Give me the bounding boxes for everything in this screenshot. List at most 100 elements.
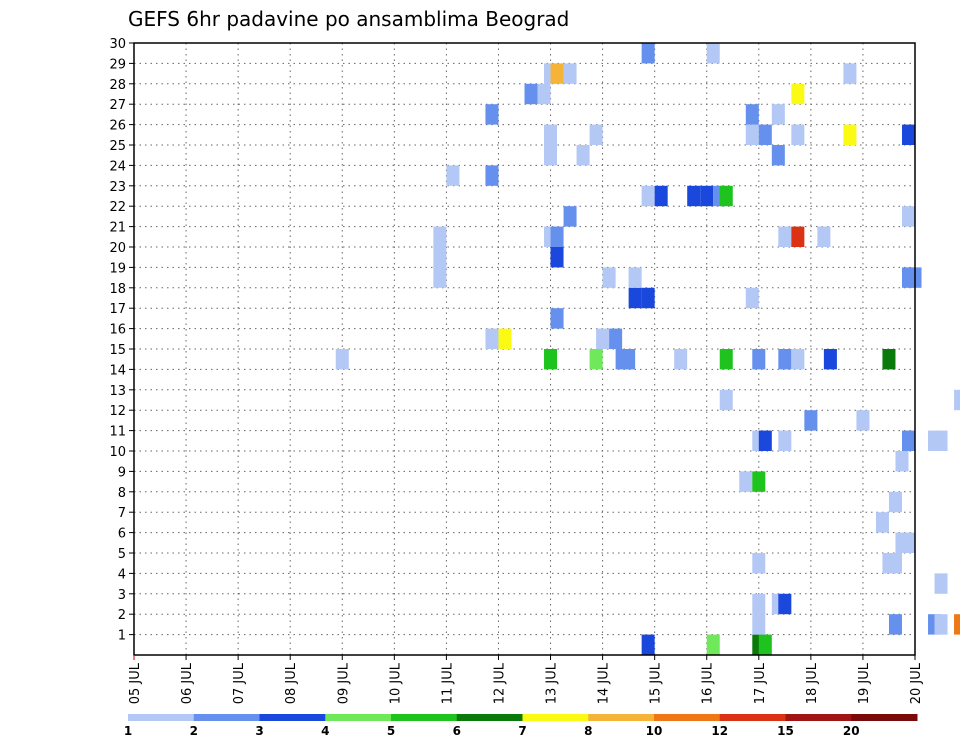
- y-tick-label: 2: [118, 608, 126, 623]
- x-tick-label: 14 JUL: [597, 662, 612, 704]
- data-cell: [778, 226, 792, 247]
- data-cell: [758, 124, 772, 145]
- y-tick-label: 26: [109, 119, 126, 134]
- data-cell: [706, 43, 720, 64]
- data-cell: [934, 430, 948, 451]
- data-cell: [745, 124, 759, 145]
- data-cell: [882, 349, 896, 370]
- y-axis: 1234567891011121314151617181920212223242…: [109, 37, 134, 644]
- data-cell: [674, 349, 688, 370]
- colorbar-label: 7: [518, 724, 526, 738]
- x-tick-label: 10 JUL: [388, 662, 403, 704]
- data-cell: [791, 349, 805, 370]
- data-cell: [641, 287, 655, 309]
- x-tick-label: 11 JUL: [440, 662, 455, 704]
- data-cell: [791, 226, 805, 247]
- colorbar-label: 6: [453, 724, 461, 738]
- data-cell: [778, 430, 792, 451]
- data-cell: [544, 349, 558, 370]
- colorbar-swatch: [654, 714, 721, 721]
- y-tick-label: 15: [109, 343, 126, 358]
- y-tick-label: 12: [109, 404, 126, 419]
- data-cell: [628, 287, 642, 309]
- data-cell: [550, 226, 564, 247]
- y-tick-label: 5: [118, 547, 126, 562]
- data-cell: [771, 145, 785, 166]
- data-cell: [719, 185, 733, 207]
- colorbar-swatch: [128, 714, 195, 721]
- data-cell: [589, 349, 603, 370]
- y-tick-label: 3: [118, 588, 126, 603]
- colorbar-swatch: [851, 714, 918, 721]
- colorbar-swatch: [785, 714, 852, 721]
- data-cell: [888, 614, 902, 635]
- data-cell: [641, 185, 655, 207]
- data-cell: [954, 389, 960, 411]
- colorbar-label: 5: [387, 724, 395, 738]
- colorbar-label: 1: [124, 724, 132, 738]
- y-tick-label: 23: [109, 180, 126, 195]
- y-tick-label: 29: [109, 57, 126, 72]
- colorbar-swatch: [719, 714, 786, 721]
- data-cell: [843, 63, 857, 84]
- data-cell: [589, 124, 603, 145]
- y-tick-label: 10: [109, 445, 126, 460]
- data-cell: [778, 593, 792, 615]
- data-cell: [791, 83, 805, 105]
- colorbar-label: 3: [255, 724, 263, 738]
- y-tick-label: 13: [109, 384, 126, 399]
- y-tick-label: 21: [109, 221, 126, 236]
- data-cell: [700, 185, 714, 207]
- chart-title: GEFS 6hr padavine po ansamblima Beograd: [128, 7, 569, 31]
- data-cell: [563, 63, 577, 84]
- y-tick-label: 19: [109, 261, 126, 276]
- y-tick-label: 27: [109, 98, 126, 113]
- data-cell: [791, 124, 805, 145]
- data-cell: [335, 349, 349, 370]
- y-tick-label: 30: [109, 37, 126, 52]
- data-cell: [609, 328, 623, 349]
- data-cell: [901, 532, 915, 553]
- x-axis: 05 JUL 06 JUL 07 JUL 08 JUL 09 JUL 10 JUL 11 J…: [128, 655, 924, 704]
- y-tick-label: 11: [109, 425, 126, 440]
- data-cell: [433, 267, 447, 288]
- data-cell: [817, 226, 831, 247]
- colorbar-swatch: [391, 714, 458, 721]
- colorbar-label: 10: [646, 724, 663, 738]
- data-cell: [888, 553, 902, 574]
- x-tick-label: 18 JUL: [805, 662, 820, 704]
- data-cell: [446, 165, 460, 186]
- data-cell: [901, 206, 915, 227]
- data-cell: [804, 410, 818, 431]
- data-cell: [544, 145, 558, 166]
- x-tick-label: 12 JUL: [492, 662, 507, 704]
- x-tick-label: 05 JUL: [128, 662, 143, 704]
- data-cell: [550, 247, 564, 268]
- data-cell: [602, 267, 616, 288]
- data-cell: [752, 471, 766, 492]
- data-cell: [823, 349, 837, 370]
- data-cell: [745, 104, 759, 125]
- x-tick-label: 17 JUL: [753, 662, 768, 704]
- y-tick-label: 9: [118, 465, 126, 480]
- y-tick-label: 28: [109, 78, 126, 93]
- x-tick-label: 06 JUL: [180, 662, 195, 704]
- data-cell: [771, 104, 785, 125]
- colorbar-label: 8: [584, 724, 592, 738]
- data-cell: [934, 573, 948, 594]
- data-cell: [895, 451, 909, 472]
- colorbar-label: 15: [777, 724, 794, 738]
- colorbar-swatch: [588, 714, 655, 721]
- y-tick-label: 1: [118, 629, 126, 644]
- colorbar-label: 20: [843, 724, 860, 738]
- data-cell: [641, 634, 655, 655]
- y-tick-label: 20: [109, 241, 126, 256]
- data-cell: [888, 491, 902, 513]
- data-cell: [875, 512, 889, 533]
- y-tick-label: 4: [118, 567, 126, 582]
- data-cell: [954, 614, 960, 635]
- x-tick-label: 19 JUL: [857, 662, 872, 704]
- data-cell: [745, 287, 759, 309]
- colorbar-swatch: [456, 714, 523, 721]
